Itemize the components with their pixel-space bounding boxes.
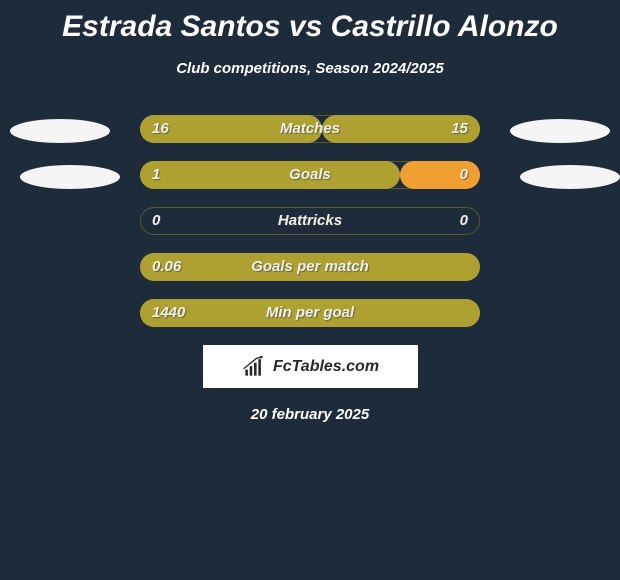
stat-row: Goals10 [0,161,620,191]
ellipse-left [20,165,120,189]
stat-value-left: 0.06 [152,258,181,275]
stat-row: Matches1615 [0,115,620,145]
stat-value-left: 1440 [152,304,185,321]
chart-icon [241,354,267,380]
stats-container: Matches1615Goals10Hattricks00Goals per m… [0,115,620,329]
stat-label: Goals per match [0,258,620,275]
stat-value-left: 0 [152,212,160,229]
logo-text: FcTables.com [273,358,379,376]
stat-row: Min per goal1440 [0,299,620,329]
stat-row: Goals per match0.06 [0,253,620,283]
stat-value-right: 0 [460,166,468,183]
stat-label: Min per goal [0,304,620,321]
ellipse-left [10,119,110,143]
stat-row: Hattricks0 0 [0,207,620,237]
page-subtitle: Club competitions, Season 2024/2025 [0,60,620,77]
ellipse-right [510,119,610,143]
ellipse-right [520,165,620,189]
stat-value-right: 15 [451,120,468,137]
stat-label: Hattricks [0,212,620,229]
logo-box: FcTables.com [203,345,418,388]
page-title: Estrada Santos vs Castrillo Alonzo [0,0,620,44]
stat-value-left: 16 [152,120,169,137]
stat-value-right: 0 [460,212,468,229]
date-text: 20 february 2025 [0,406,620,423]
stat-value-left: 1 [152,166,160,183]
